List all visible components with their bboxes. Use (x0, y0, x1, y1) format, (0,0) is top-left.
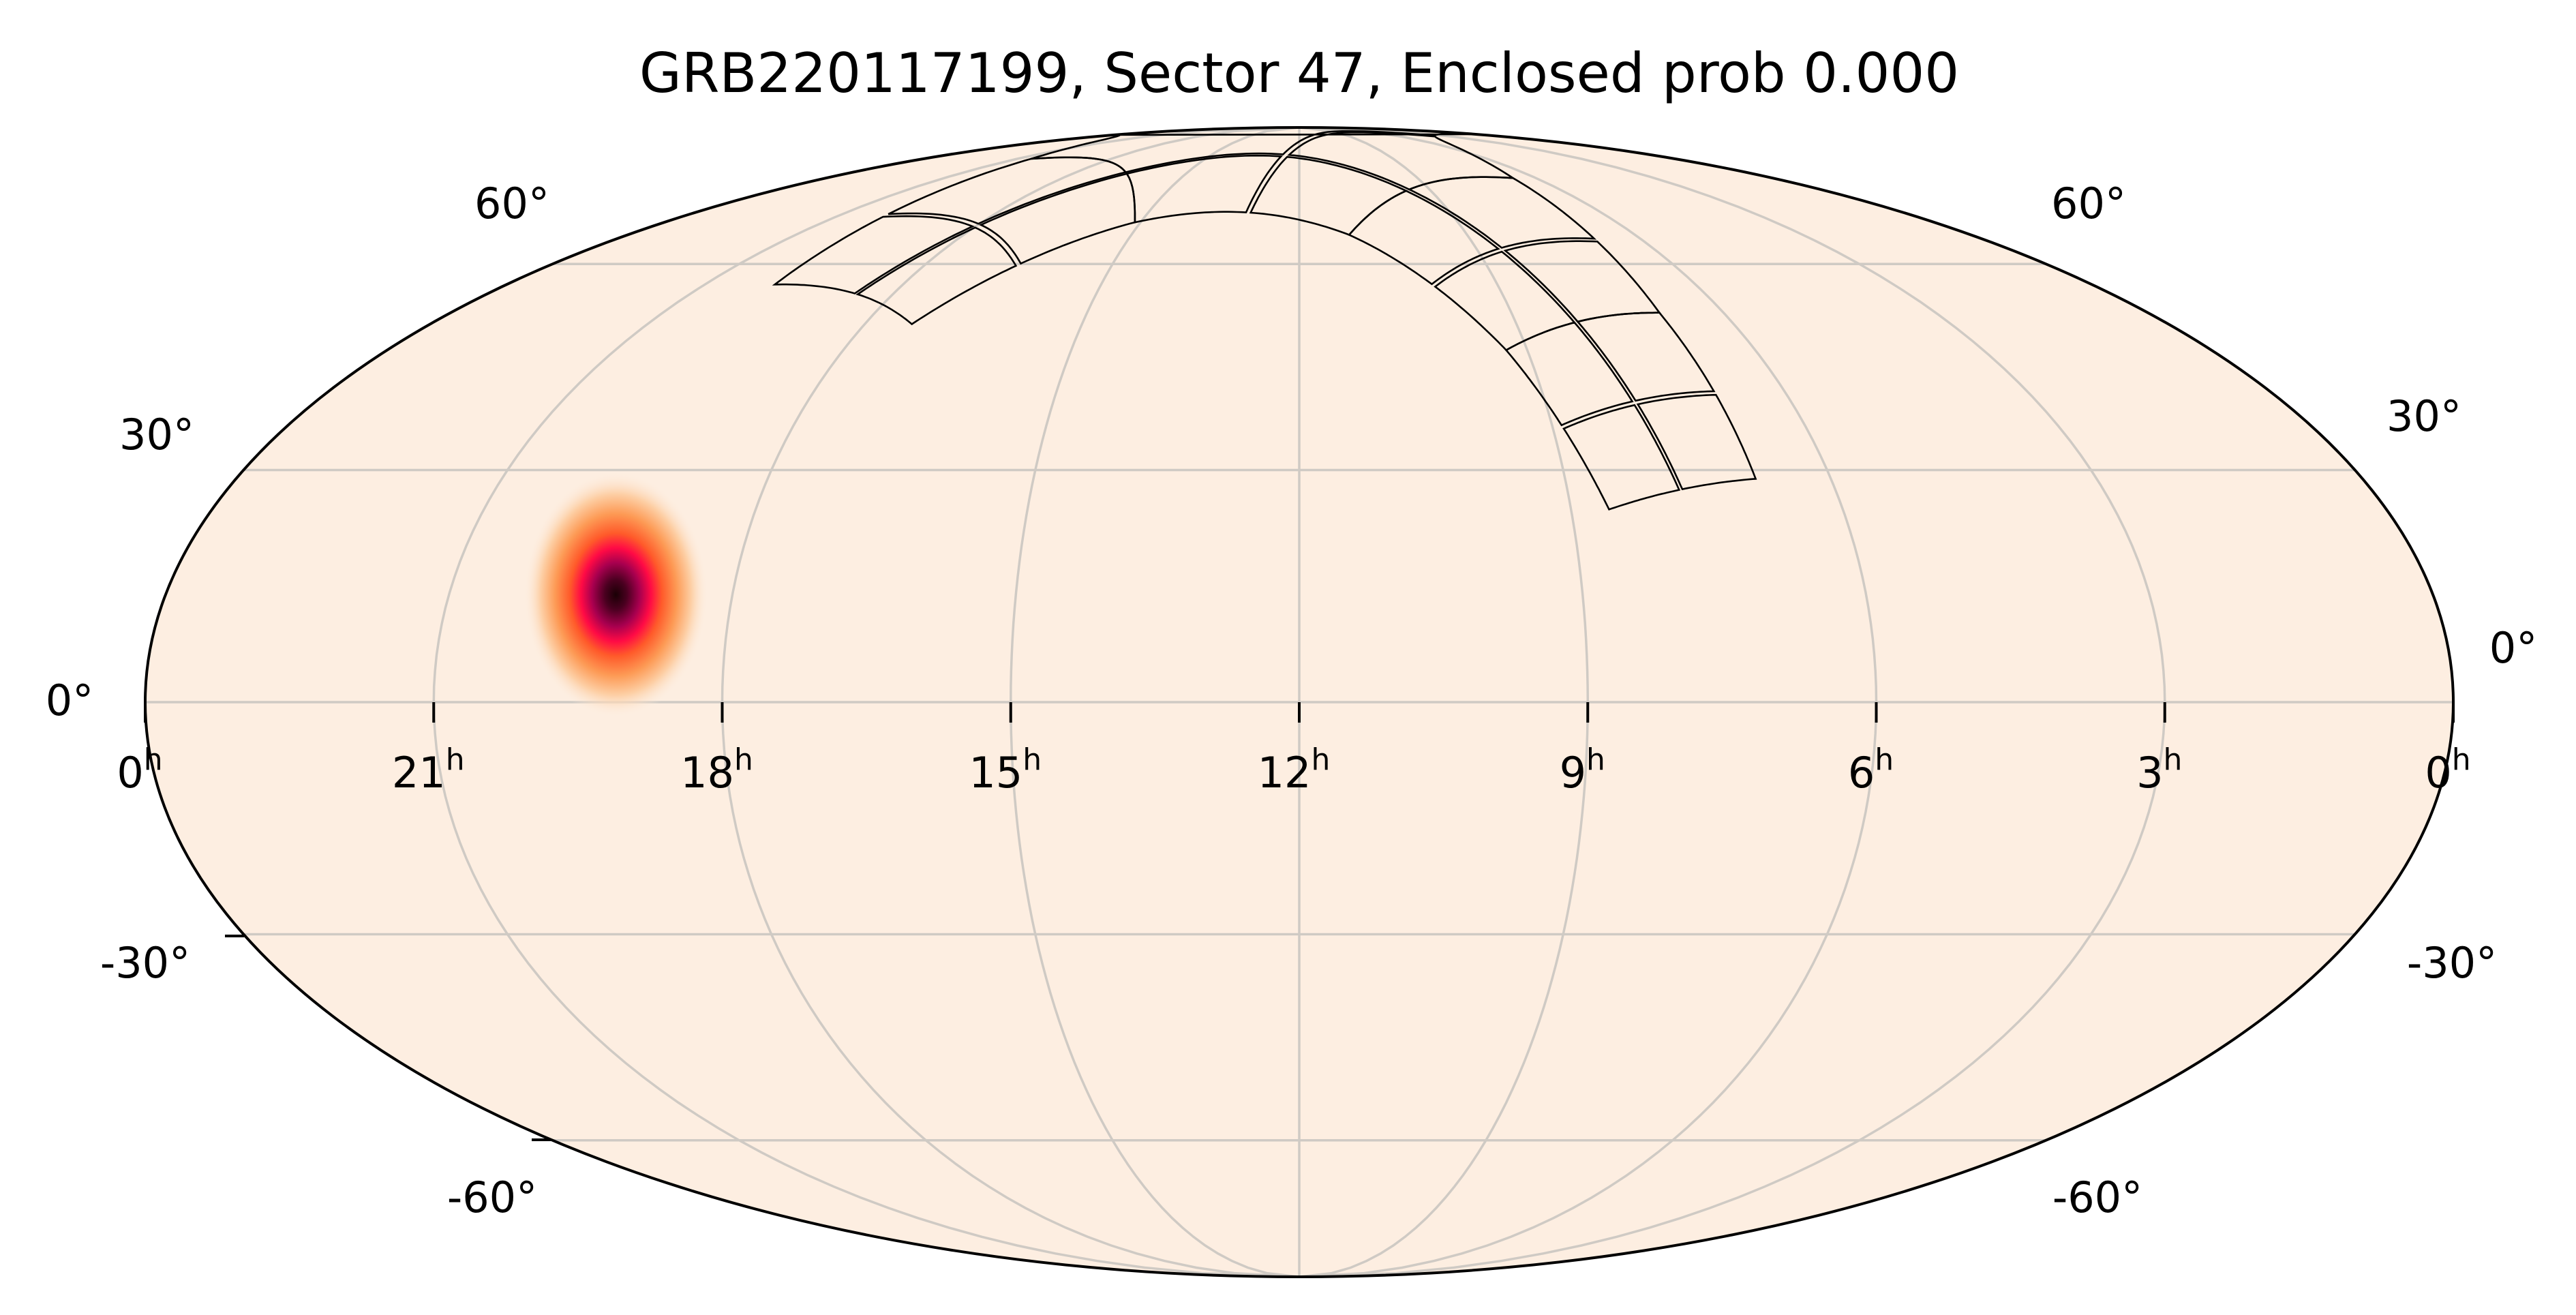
ccd-outline (855, 226, 1018, 326)
ccd-outline (1562, 404, 1681, 511)
ra-unit-superscript: h (734, 742, 753, 777)
chart-title: GRB220117199, Sector 47, Enclosed prob 0… (639, 42, 1959, 105)
ccd-outline (1287, 131, 1517, 191)
dec-tick-label-left: -60° (447, 1173, 537, 1222)
dec-tick-label-left: -30° (100, 938, 190, 988)
dec-tick-label-right: -60° (2052, 1173, 2142, 1222)
ra-tick-label: 9h (1560, 742, 1605, 798)
ra-unit-superscript: h (1875, 742, 1894, 777)
tess-footprint (772, 130, 1757, 511)
ra-tick-value: 15 (969, 748, 1022, 798)
ccd-outline (1249, 155, 1408, 237)
dec-tick-label-right: 30° (2386, 391, 2461, 441)
dec-tick-label-left: 30° (119, 410, 194, 459)
camera-4 (772, 156, 1136, 326)
ccd-outline (1503, 240, 1661, 323)
ccd-outline (1434, 250, 1577, 352)
ra-tick-value: 3 (2136, 748, 2163, 798)
ra-tick-label: 18h (680, 742, 753, 798)
probability-map (524, 472, 708, 718)
ra-tick-value: 12 (1258, 748, 1312, 798)
ra-tick-label: 12h (1258, 742, 1331, 798)
ra-unit-superscript: h (1586, 742, 1605, 777)
probability-peak (524, 472, 708, 718)
dec-tick-label-left: 60° (474, 179, 549, 228)
ra-unit-superscript: h (1022, 742, 1042, 777)
ra-unit-superscript: h (1312, 742, 1331, 777)
dec-tick-label-left: 0° (46, 676, 93, 725)
ccd-outline (1636, 393, 1757, 491)
ra-tick-value: 18 (680, 748, 734, 798)
ra-tick-value: 21 (392, 748, 446, 798)
ra-tick-label: 3h (2136, 742, 2182, 798)
ra-tick-value: 0 (2425, 748, 2451, 798)
ra-tick-value: 6 (1848, 748, 1875, 798)
ra-unit-superscript: h (446, 742, 465, 777)
axis-ticks (144, 702, 2455, 1141)
ra-tick-label: 15h (969, 742, 1042, 798)
ra-unit-superscript: h (2452, 742, 2471, 777)
ra-unit-superscript: h (144, 742, 163, 777)
ccd-outline (978, 172, 1136, 265)
dec-tick-label-right: 60° (2051, 179, 2126, 228)
ra-tick-label: 0h (2425, 742, 2470, 798)
ra-tick-value: 0 (117, 748, 143, 798)
ra-tick-label: 0h (117, 742, 162, 798)
camera-1 (1504, 312, 1757, 511)
ra-tick-value: 9 (1560, 748, 1586, 798)
ra-tick-label: 21h (392, 742, 465, 798)
dec-tick-label-right: -30° (2407, 938, 2497, 988)
dec-tick-label-right: 0° (2489, 623, 2537, 673)
ra-unit-superscript: h (2164, 742, 2183, 777)
ra-tick-label: 6h (1848, 742, 1894, 798)
ccd-outline (772, 215, 975, 294)
axis-labels: 0h 21h 18h 15h 12h 9h 6h 3h 0h60°30°0°-30°-60°60… (46, 179, 2537, 1222)
ccd-outline (888, 156, 1127, 225)
